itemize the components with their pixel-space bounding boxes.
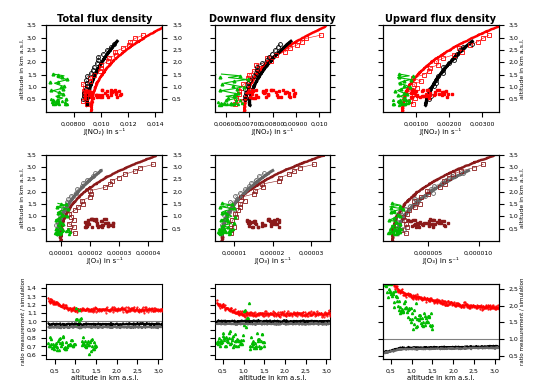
Title: Total flux density: Total flux density: [57, 14, 152, 24]
Title: Downward flux density: Downward flux density: [209, 14, 336, 24]
Title: Upward flux density: Upward flux density: [385, 14, 496, 24]
X-axis label: altitude in km a.s.l.: altitude in km a.s.l.: [70, 375, 138, 381]
X-axis label: J(O₃) in s⁻¹: J(O₃) in s⁻¹: [422, 257, 459, 265]
X-axis label: J(O₃) in s⁻¹: J(O₃) in s⁻¹: [86, 257, 123, 265]
X-axis label: altitude in km a.s.l.: altitude in km a.s.l.: [407, 375, 475, 381]
X-axis label: J(NO₂) in s⁻¹: J(NO₂) in s⁻¹: [251, 128, 294, 135]
Y-axis label: altitude in km a.s.l.: altitude in km a.s.l.: [520, 38, 525, 99]
Y-axis label: altitude in km a.s.l.: altitude in km a.s.l.: [20, 167, 25, 228]
X-axis label: altitude in km a.s.l.: altitude in km a.s.l.: [239, 375, 306, 381]
X-axis label: J(NO₂) in s⁻¹: J(NO₂) in s⁻¹: [420, 128, 462, 135]
X-axis label: J(O₃) in s⁻¹: J(O₃) in s⁻¹: [254, 257, 291, 265]
Y-axis label: ratio measurement / simulation: ratio measurement / simulation: [520, 277, 525, 365]
Y-axis label: ratio measurement / simulation: ratio measurement / simulation: [20, 277, 25, 365]
X-axis label: J(NO₂) in s⁻¹: J(NO₂) in s⁻¹: [83, 128, 125, 135]
Y-axis label: altitude in km a.s.l.: altitude in km a.s.l.: [520, 167, 525, 228]
Y-axis label: altitude in km a.s.l.: altitude in km a.s.l.: [20, 38, 25, 99]
